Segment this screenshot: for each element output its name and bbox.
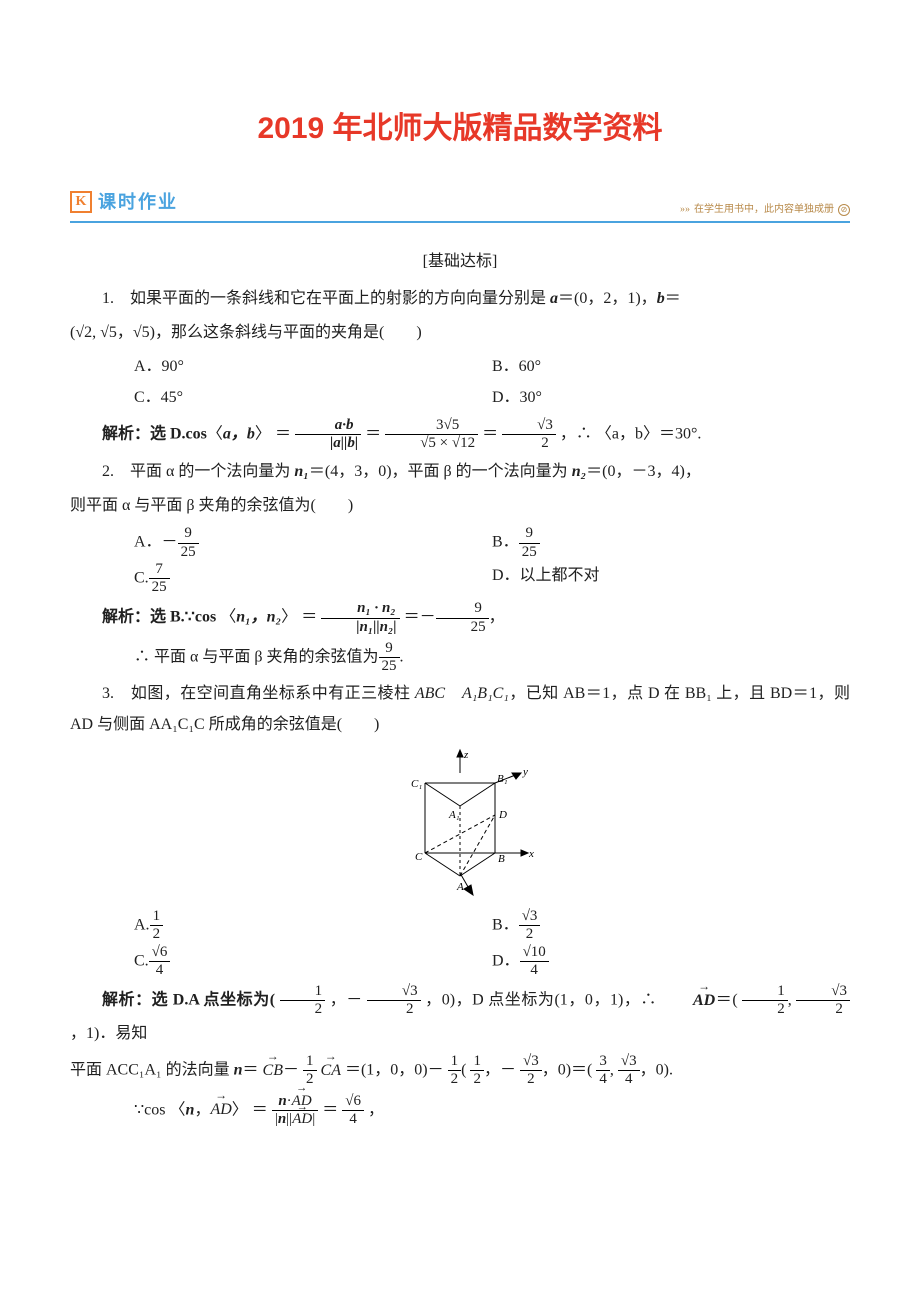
- label-a: A: [456, 881, 464, 893]
- label-c1: C₁: [411, 778, 422, 790]
- prism-diagram: z y x C₁ B₁ A₁ D C B A: [375, 748, 545, 898]
- q1-stem-b: (√2, √5，√5)，那么这条斜线与平面的夹角是( ): [70, 318, 850, 348]
- q2-options-row2: C.725 D．以上都不对: [70, 561, 850, 597]
- main-title: 2019 年北师大版精品数学资料: [70, 100, 850, 157]
- label-b1: B₁: [497, 773, 508, 785]
- q3-stem: 3. 如图，在空间直角坐标系中有正三棱柱 ABC­ A₁B₁C₁，已知 AB＝1…: [70, 679, 850, 740]
- q2-answer-line1: 解析：选 B.∵cos 〈n₁，n₂〉 ＝ n₁ · n₂|n₁||n₂| ＝－…: [70, 600, 850, 636]
- banner-note-text: 在学生用书中，此内容单独成册: [694, 200, 834, 219]
- q1-opt-d: D．30°: [492, 383, 850, 413]
- q2-options-row1: A．－925 B．925: [70, 525, 850, 561]
- section-heading: [基础达标]: [70, 247, 850, 277]
- q1-options-row2: C．45° D．30°: [70, 383, 850, 413]
- q3-options-row2: C.√64 D．√104: [70, 944, 850, 980]
- q2-stem-b: 则平面 α 与平面 β 夹角的余弦值为( ): [70, 491, 850, 521]
- q2-opt-b: B．925: [492, 525, 850, 561]
- axis-z-label: z: [463, 749, 469, 761]
- banner-label: 课时作业: [98, 185, 178, 219]
- stop-icon: ⊘: [838, 204, 850, 216]
- banner-chevrons: »»: [680, 200, 690, 219]
- q1-stem: 1. 如果平面的一条斜线和它在平面上的射影的方向向量分别是 a＝(0，2，1)，…: [70, 284, 850, 314]
- axis-y-label: y: [522, 766, 528, 778]
- label-b: B: [498, 853, 505, 865]
- label-d: D: [498, 809, 507, 821]
- q2-stem: 2. 平面 α 的一个法向量为 n₁＝(4，3，0)，平面 β 的一个法向量为 …: [70, 457, 850, 487]
- q2-opt-c: C.725: [134, 561, 492, 597]
- q2-opt-a: A．－925: [134, 525, 492, 561]
- q2-opt-d: D．以上都不对: [492, 561, 850, 597]
- q3-figure: z y x C₁ B₁ A₁ D C B A: [70, 748, 850, 898]
- q3-answer-line2: 平面 ACC₁A₁ 的法向量 n＝ CB－ 12 CA ＝(1，0，0)－ 12…: [70, 1053, 850, 1089]
- label-c: C: [415, 851, 423, 863]
- axis-x-label: x: [528, 848, 534, 860]
- q3-opt-c: C.√64: [134, 944, 492, 980]
- banner: K 课时作业 »» 在学生用书中，此内容单独成册 ⊘: [70, 185, 850, 223]
- banner-note: »» 在学生用书中，此内容单独成册 ⊘: [680, 200, 850, 219]
- label-a1: A₁: [448, 809, 460, 821]
- banner-k-icon: K: [70, 191, 92, 213]
- q3-opt-b: B．√32: [492, 908, 850, 944]
- q3-answer-line3: ∵cos 〈n，AD〉 ＝ n·AD |n||AD| ＝ √64 ，: [70, 1093, 850, 1129]
- q3-opt-a: A.12: [134, 908, 492, 944]
- q1-answer: 解析：选 D.cos〈a，b〉 ＝ a·b|a||b| ＝ 3√5√5 × √1…: [70, 417, 850, 453]
- q3-answer-line1: 解析：选 D.A 点坐标为( 12 ，－ √32 ，0)，D 点坐标为(1，0，…: [70, 983, 850, 1049]
- q3-options-row1: A.12 B．√32: [70, 908, 850, 944]
- q1-opt-c: C．45°: [134, 383, 492, 413]
- q2-answer-line2: ∴ 平面 α 与平面 β 夹角的余弦值为925.: [70, 640, 850, 676]
- q1-opt-b: B．60°: [492, 352, 850, 382]
- q1-options-row1: A．90° B．60°: [70, 352, 850, 382]
- q1-opt-a: A．90°: [134, 352, 492, 382]
